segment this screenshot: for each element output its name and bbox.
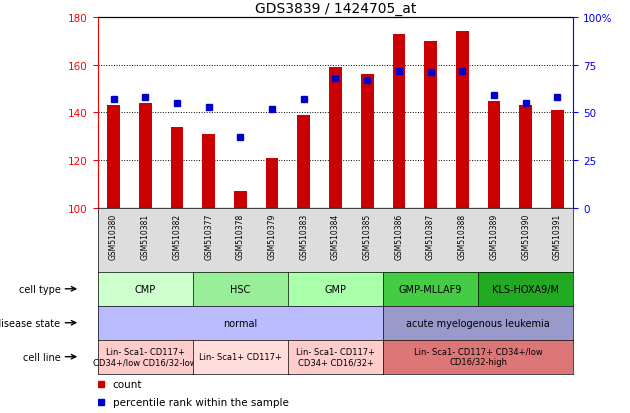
Bar [424,42,437,208]
Text: CMP: CMP [135,284,156,294]
Text: GSM510387: GSM510387 [426,213,435,259]
Bar [171,127,183,208]
Bar [488,101,500,208]
Text: HSC: HSC [230,284,251,294]
Text: cell type: cell type [19,284,60,294]
Bar [361,75,374,208]
Text: Lin- Sca1- CD117+
CD34+ CD16/32+: Lin- Sca1- CD117+ CD34+ CD16/32+ [296,347,375,366]
Text: GSM510391: GSM510391 [553,213,562,259]
Text: GSM510384: GSM510384 [331,213,340,259]
Bar [392,35,405,208]
Text: GSM510389: GSM510389 [490,213,498,259]
Text: Lin- Sca1- CD117+ CD34+/low
CD16/32-high: Lin- Sca1- CD117+ CD34+/low CD16/32-high [414,347,542,366]
Text: Lin- Sca1+ CD117+: Lin- Sca1+ CD117+ [199,352,282,361]
Text: count: count [113,379,142,389]
Text: GMP: GMP [324,284,346,294]
Text: GSM510379: GSM510379 [268,213,277,259]
Text: GSM510380: GSM510380 [109,213,118,259]
Text: GSM510390: GSM510390 [521,213,530,259]
Text: GSM510382: GSM510382 [173,213,181,259]
Bar [234,192,247,208]
Bar [519,106,532,208]
Text: acute myelogenous leukemia: acute myelogenous leukemia [406,318,550,328]
Text: GSM510388: GSM510388 [458,213,467,259]
Text: normal: normal [223,318,258,328]
Text: GSM510381: GSM510381 [140,213,150,259]
Bar [329,68,342,208]
Bar [266,158,278,208]
Text: KLS-HOXA9/M: KLS-HOXA9/M [492,284,559,294]
Bar [551,111,564,208]
Title: GDS3839 / 1424705_at: GDS3839 / 1424705_at [255,2,416,16]
Bar [456,32,469,208]
Text: GSM510386: GSM510386 [394,213,403,259]
Text: GMP-MLLAF9: GMP-MLLAF9 [399,284,462,294]
Text: GSM510385: GSM510385 [363,213,372,259]
Text: GSM510383: GSM510383 [299,213,308,259]
Bar [107,106,120,208]
Text: GSM510378: GSM510378 [236,213,245,259]
Text: cell line: cell line [23,352,60,362]
Text: percentile rank within the sample: percentile rank within the sample [113,397,289,407]
Bar [202,135,215,208]
Text: disease state: disease state [0,318,60,328]
Text: Lin- Sca1- CD117+
CD34+/low CD16/32-low: Lin- Sca1- CD117+ CD34+/low CD16/32-low [93,347,197,366]
Bar [297,116,310,208]
Bar [139,104,152,208]
Text: GSM510377: GSM510377 [204,213,213,259]
